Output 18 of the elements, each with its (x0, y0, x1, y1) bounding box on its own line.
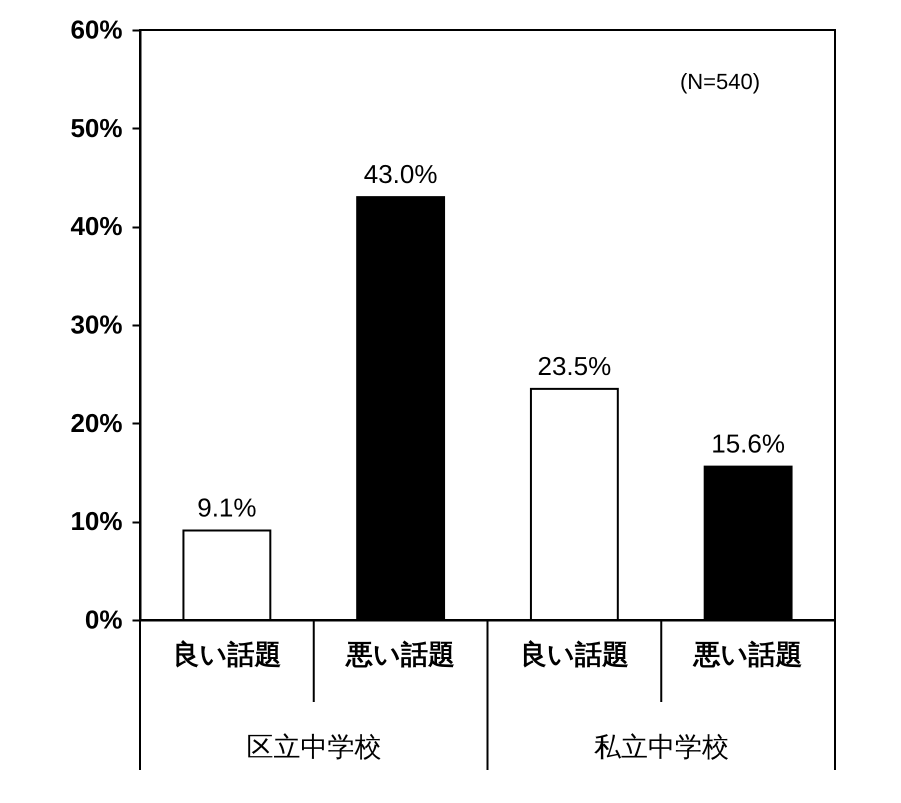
y-tick-label: 0% (84, 604, 122, 634)
y-tick-label: 40% (70, 211, 122, 242)
text: 私立中学校 (594, 732, 729, 762)
y-tick-label: 10% (70, 506, 122, 536)
x-tick-label: 良い話題 (520, 640, 629, 670)
data-label: 9.1% (197, 492, 257, 523)
annotation: (N=540) (680, 69, 760, 94)
data-label: 43.0% (364, 159, 438, 190)
y-tick-label: 30% (70, 310, 122, 340)
data-label: 15.6% (711, 428, 785, 459)
text: 区立中学校 (246, 732, 382, 762)
y-tick-label: 20% (70, 408, 122, 438)
x-tick-label: 悪い話題 (692, 640, 803, 670)
x-tick-label: 悪い話題 (345, 640, 456, 670)
y-tick-label: 60% (70, 14, 122, 44)
x-tick-label: 良い話題 (172, 640, 282, 670)
data-label: 23.5% (538, 350, 612, 381)
y-tick-label: 50% (70, 112, 122, 143)
